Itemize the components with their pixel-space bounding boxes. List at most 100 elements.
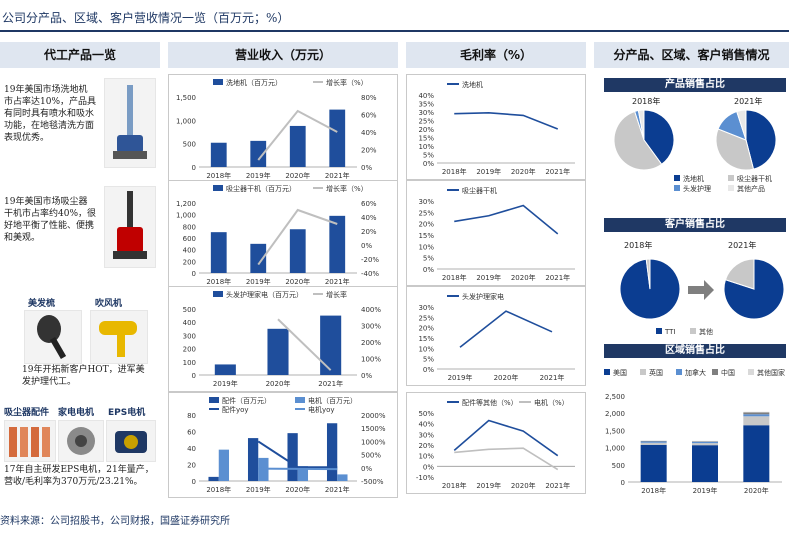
region-bar-segment	[640, 442, 667, 445]
region-legend-label: 其他国家	[757, 368, 785, 377]
region-bar-segment	[743, 411, 770, 413]
brush-roll-icon	[9, 427, 50, 457]
section-sales-title: 分产品、区域、客户销售情况	[613, 48, 770, 62]
rev4-y2-tick-label: 0%	[361, 465, 372, 473]
rev3-x-tick-label: 2020年	[266, 379, 291, 388]
rev4-x-tick-label: 2020年	[285, 485, 310, 494]
pie-product-legend-label: 其他产品	[737, 184, 765, 193]
gm2-y-tick-label: 20%	[418, 221, 434, 229]
region-y-tick-label: 2,500	[605, 393, 625, 401]
rev-chart-1-box: 0 500 1,000 1,500 0% 20% 40% 60% 80% 2018年 2019年 20…	[168, 74, 398, 184]
gm4-x-tick-label: 2020年	[511, 481, 536, 490]
gm1-x-tick-label: 2019年	[476, 167, 501, 176]
rev1-bar	[329, 109, 346, 167]
rev4-legend-swatch	[295, 397, 305, 403]
gm4-x-tick-label: 2019年	[476, 481, 501, 490]
rev1-y2-tick-label: 40%	[361, 129, 377, 137]
rev4-y2-tick-label: 1000%	[361, 438, 386, 446]
vacuum-desc: 19年美国市场吸尘器干机市占率约40%，很好地平衡了性能、便携和美观。	[4, 197, 97, 243]
gm3-x-tick-label: 2020年	[494, 373, 519, 382]
pie-product-legend-swatch	[674, 175, 680, 181]
rev2-bar	[289, 229, 306, 273]
rev4-line-series	[257, 440, 338, 469]
region-legend-label: 美国	[613, 368, 627, 377]
region-bar-segment	[743, 412, 770, 415]
region-legend-label: 加拿大	[685, 368, 706, 377]
rev3-bar	[267, 328, 289, 375]
gm3-x-tick-label: 2019年	[448, 373, 473, 382]
rev4-legend-label: 电机（百万元）	[308, 396, 357, 405]
rev1-x-tick-label: 2020年	[285, 171, 310, 180]
gm4-line-series	[454, 447, 559, 471]
rev4-legend-label: 配件（百万元）	[222, 396, 271, 405]
pie-product-slice	[715, 128, 755, 171]
region-legend-swatch	[604, 369, 610, 375]
rev4-legend-swatch	[209, 397, 219, 403]
rev4-x-tick-label: 2021年	[325, 485, 350, 494]
rev3-bar	[320, 315, 342, 375]
gm-chart-parts-motor: -10% 0% 10% 20% 30% 40% 50% 2018年 2019年 2020年 2021…	[416, 398, 575, 490]
pie-customer-arrow-icon	[688, 280, 714, 300]
region-x-tick-label: 2020年	[744, 486, 769, 495]
rev4-bar	[208, 476, 219, 481]
pie-product-year-label: 2018年	[632, 96, 660, 106]
rev3-line-series	[277, 318, 332, 371]
rev4-y2-tick-label: 2000%	[361, 412, 386, 420]
gm2-x-tick-label: 2021年	[545, 273, 570, 282]
rev4-bar	[326, 423, 338, 481]
rev1-y2-tick-label: 80%	[361, 94, 377, 102]
gm2-x-tick-label: 2020年	[511, 273, 536, 282]
rev2-legend-label: 增长率（%）	[326, 184, 368, 193]
section-revenue: 营业收入（万元）	[168, 42, 398, 68]
label-appliance-motor: 家电电机	[58, 408, 95, 418]
gm3-y-tick-label: 10%	[418, 345, 434, 353]
hair-brush-image	[24, 310, 82, 364]
motor-image	[58, 420, 104, 462]
rev1-y2-tick-label: 60%	[361, 112, 377, 120]
rev3-legend-label: 头发护理家电（百万元）	[226, 290, 303, 299]
pie-product-year-label: 2021年	[734, 96, 762, 106]
rev1-x-tick-label: 2021年	[325, 171, 350, 180]
gm3-y-tick-label: 30%	[418, 304, 434, 312]
rev4-y-tick-label: 20	[187, 462, 196, 470]
rev4-y-tick-label: 60	[187, 429, 196, 437]
gm2-legend-label: 吸尘器干机	[462, 186, 497, 195]
gm1-y-tick-label: 20%	[418, 126, 434, 134]
gm1-y-tick-label: 10%	[418, 143, 434, 151]
gm4-y-tick-label: 30%	[418, 431, 434, 439]
pie-product-legend-swatch	[728, 175, 734, 181]
rev2-x-tick-label: 2018年	[206, 277, 231, 286]
label-eps-motor: EPS电机	[108, 408, 146, 418]
customer-share-title: 客户销售占比	[604, 218, 786, 232]
gm-chart-3-box: 0% 5% 10% 15% 20% 25% 30% 2019年 2020年 2021年 头发护理家电	[406, 286, 586, 386]
rev2-legend-swatch	[213, 185, 223, 191]
eps-desc: 17年自主研发EPS电机，21年量产，营收/毛利率为370万元/23.21%。	[4, 465, 154, 487]
region-legend-swatch	[748, 369, 754, 375]
rev2-legend-label: 吸尘器干机（百万元）	[226, 184, 296, 193]
rev-chart-hair-care: 0 100 200 300 400 500 0% 100% 200% 300% 400% 2019年 2…	[183, 290, 382, 388]
gm2-y-tick-label: 25%	[418, 209, 434, 217]
pie-product-legend-label: 洗地机	[683, 174, 704, 183]
rev4-y2-tick-label: 500%	[361, 452, 381, 460]
rev1-bar	[289, 125, 306, 167]
gm2-x-tick-label: 2019年	[476, 273, 501, 282]
rev3-y-tick-label: 300	[183, 332, 196, 340]
region-legend-label: 中国	[721, 368, 735, 377]
gm-chart-4-box: -10% 0% 10% 20% 30% 40% 50% 2018年 2019年 2020年 2021…	[406, 392, 586, 494]
gm-chart-2-box: 0% 5% 10% 15% 20% 25% 30% 2018年 2019年 2020年 2021年 吸…	[406, 180, 586, 286]
label-vacuum-parts: 吸尘器配件	[4, 408, 50, 418]
region-bar-segment	[692, 445, 718, 482]
rev-chart-2-box: 0 200 400 600 800 1,000 1,200 -40% -20% 0% 20% 40% 6…	[168, 180, 398, 290]
rev3-y-tick-label: 500	[183, 306, 196, 314]
rev3-y2-tick-label: 0%	[361, 372, 372, 380]
pie-customer-year-label: 2018年	[624, 240, 652, 250]
region-bar-segment	[692, 441, 718, 444]
gm2-y-tick-label: 0%	[423, 266, 434, 274]
vacuum-image	[104, 186, 156, 268]
region-y-tick-label: 1,000	[605, 445, 625, 453]
gm2-y-tick-label: 10%	[418, 243, 434, 251]
pie-customer-slice	[645, 258, 651, 290]
gm4-x-tick-label: 2021年	[545, 481, 570, 490]
region-bar-segment	[743, 425, 770, 482]
rev4-x-tick-label: 2018年	[206, 485, 231, 494]
